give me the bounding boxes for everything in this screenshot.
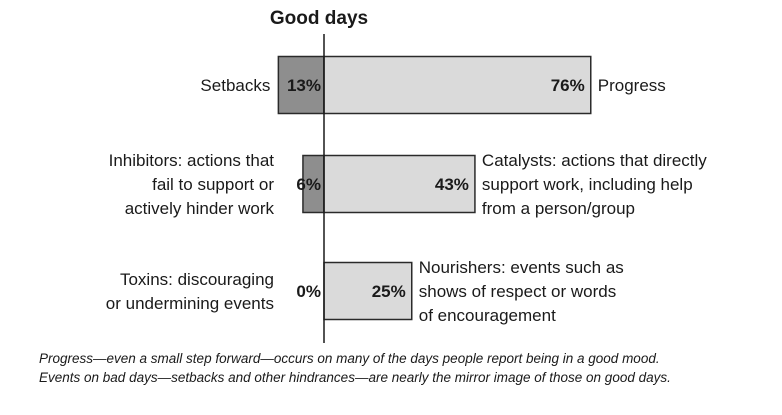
caption-line-1: Progress—even a small step forward—occur… (39, 351, 660, 366)
caption-line-2: Events on bad days—setbacks and other hi… (39, 370, 671, 385)
chart-caption: Progress—even a small step forward—occur… (39, 349, 774, 387)
chart-rows: 13% 76% Setbacks Progress 6% 43% Inhibitors: a… (106, 55, 707, 325)
positive-category-label: Progress (598, 76, 666, 95)
positive-category-label-line: shows of respect or words (419, 282, 616, 301)
negative-value-label: 6% (296, 175, 321, 194)
negative-category-label-line: or undermining events (106, 294, 274, 313)
positive-category-label-line: Nourishers: events such as (419, 258, 624, 277)
positive-value-label: 76% (551, 76, 585, 95)
negative-value-label: 13% (287, 76, 321, 95)
negative-bar (277, 55, 325, 115)
negative-category-label-line: Toxins: discouraging (120, 270, 274, 289)
positive-category-label-line: from a person/group (482, 199, 635, 218)
negative-value-label: 0% (296, 282, 321, 301)
positive-category-label: Catalysts: actions that directly support … (482, 151, 707, 218)
positive-category-label: Nourishers: events such as shows of respe… (419, 258, 624, 325)
negative-category-label: Inhibitors: actions that fail to support … (109, 151, 275, 218)
negative-category-label: Toxins: discouraging or undermining event… (106, 270, 274, 313)
negative-category-label-line: actively hinder work (125, 199, 275, 218)
chart-title: Good days (270, 8, 368, 29)
positive-category-label-line: Catalysts: actions that directly (482, 151, 707, 170)
negative-category-label-line: fail to support or (152, 175, 274, 194)
positive-value-label: 25% (372, 282, 406, 301)
diverging-bar-chart: Good days 13% 76% Setbacks Progress 6% 43% Inh… (106, 8, 707, 343)
negative-category-label-line: Inhibitors: actions that (109, 151, 275, 170)
positive-bar (323, 154, 476, 214)
positive-value-label: 43% (435, 175, 469, 194)
negative-category-label-line: Setbacks (200, 76, 270, 95)
positive-category-label-line: of encouragement (419, 306, 556, 325)
positive-category-label-line: Progress (598, 76, 666, 95)
positive-category-label-line: support work, including help (482, 175, 693, 194)
positive-bar (323, 55, 592, 115)
positive-bar (323, 261, 413, 321)
negative-category-label: Setbacks (200, 76, 270, 95)
